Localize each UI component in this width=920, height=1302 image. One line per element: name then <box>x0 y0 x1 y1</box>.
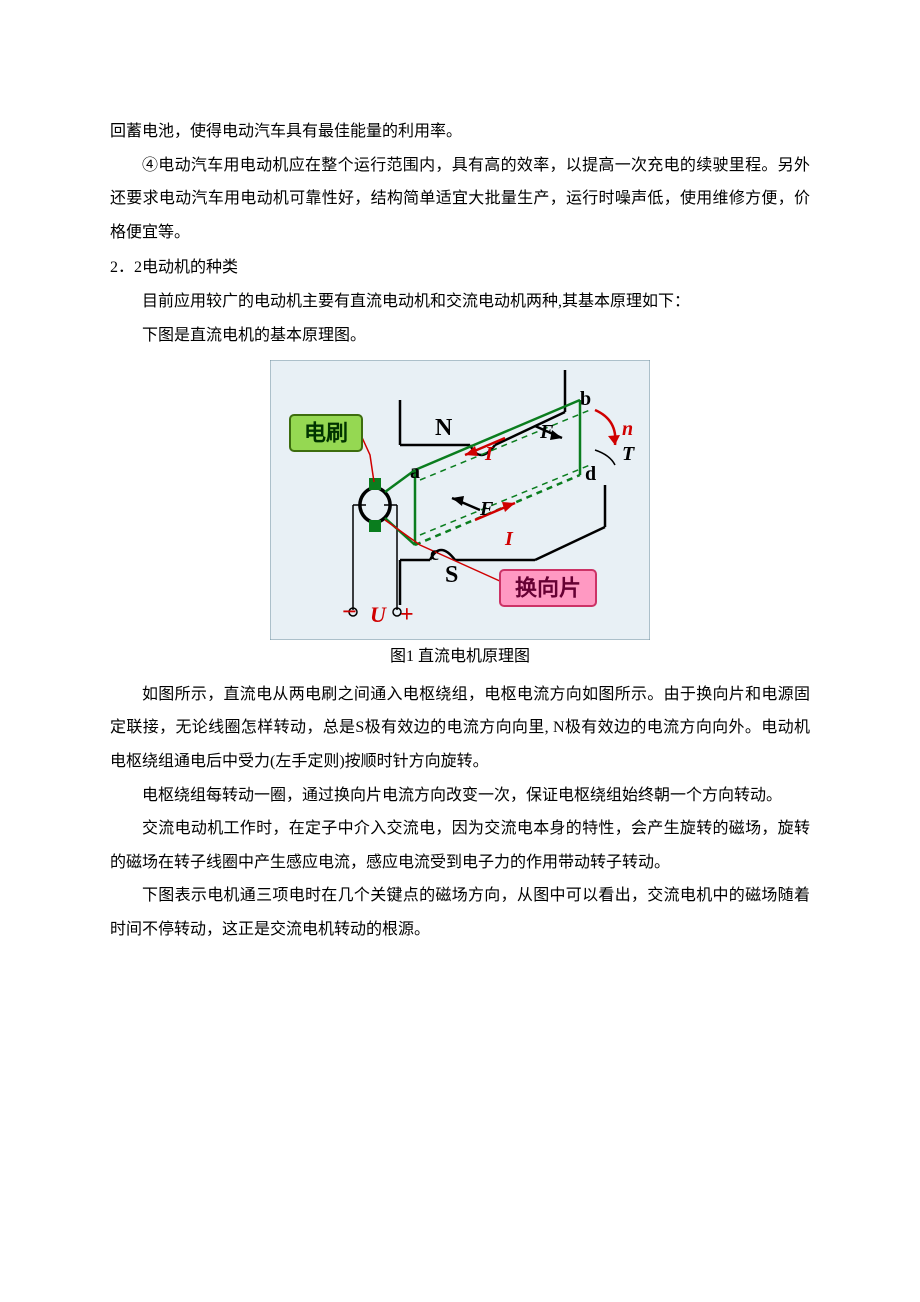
svg-text:电刷: 电刷 <box>304 421 348 446</box>
para-dc-rotation: 电枢绕组每转动一圈，通过换向片电流方向改变一次，保证电枢绕组始终朝一个方向转动。 <box>110 779 810 813</box>
figure-1-caption: 图1 直流电机原理图 <box>110 640 810 674</box>
svg-text:I: I <box>504 528 514 550</box>
para-req-4: ④电动汽车用电动机应在整个运行范围内，具有高的效率，以提高一次充电的续驶里程。另… <box>110 149 810 250</box>
para-dc-desc: 如图所示，直流电从两电刷之间通入电枢绕组，电枢电流方向如图所示。由于换向片和电源… <box>110 678 810 779</box>
svg-text:+: + <box>400 602 414 628</box>
svg-text:换向片: 换向片 <box>515 576 581 601</box>
svg-text:b: b <box>580 388 591 410</box>
figure-1: 电刷 换向片 N S a b c d F F I I n T U − + 图1 … <box>110 360 810 674</box>
svg-text:U: U <box>370 602 387 627</box>
svg-text:F: F <box>479 498 494 520</box>
para-ac-field: 下图表示电机通三项电时在几个关键点的磁场方向，从图中可以看出，交流电机中的磁场随… <box>110 879 810 946</box>
svg-text:F: F <box>539 421 554 443</box>
para-battery: 回蓄电池，使得电动汽车具有最佳能量的利用率。 <box>110 115 810 149</box>
para-ac-desc: 交流电动机工作时，在定子中介入交流电，因为交流电本身的特性，会产生旋转的磁场，旋… <box>110 812 810 879</box>
para-fig-lead: 下图是直流电机的基本原理图。 <box>110 319 810 353</box>
svg-text:I: I <box>484 443 494 465</box>
svg-text:S: S <box>445 562 458 588</box>
svg-text:n: n <box>622 418 633 440</box>
heading-2-2: 2．2电动机的种类 <box>110 251 810 285</box>
svg-text:a: a <box>410 461 420 483</box>
svg-text:N: N <box>435 415 453 441</box>
svg-text:d: d <box>585 463 596 485</box>
svg-text:T: T <box>622 443 635 465</box>
svg-text:c: c <box>430 543 439 565</box>
dc-motor-diagram: 电刷 换向片 N S a b c d F F I I n T U − + <box>270 360 650 640</box>
svg-text:−: − <box>342 597 357 626</box>
para-types-intro: 目前应用较广的电动机主要有直流电动机和交流电动机两种,其基本原理如下： <box>110 285 810 319</box>
